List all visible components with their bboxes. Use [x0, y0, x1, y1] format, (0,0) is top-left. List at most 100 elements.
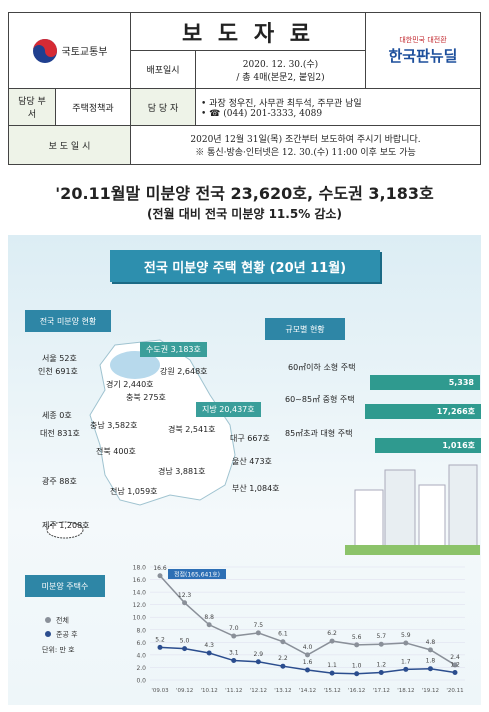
contact-names: • 과장 정우진, 사무관 최두석, 주무관 남일 [201, 98, 362, 109]
data-label: 3.1 [229, 650, 239, 657]
region-label: 인천 691호 [38, 367, 78, 376]
size-label: 60㎡이하 소형 주택 [288, 363, 356, 372]
data-label: 5.0 [180, 638, 190, 645]
x-tick-label: '18.12 [397, 688, 414, 694]
slogan-cell: 대한민국 대전환 한국판뉴딜 [365, 12, 481, 89]
region-label: 지방 20,437호 [196, 402, 261, 417]
embargo-cell: 2020년 12월 31일(목) 조간부터 보도하여 주시기 바랍니다. ※ 통… [130, 125, 481, 165]
data-label: 5.9 [401, 632, 411, 639]
region-label: 충북 275호 [126, 393, 166, 402]
data-label: 16.6 [153, 565, 167, 572]
doc-title: 보 도 자 료 [130, 12, 366, 51]
data-label: 8.8 [204, 614, 214, 621]
unit-label: 단위: 만 호 [42, 645, 75, 654]
size-label: 85㎡초과 대형 주택 [285, 429, 353, 438]
data-point [231, 633, 237, 639]
x-tick-label: '17.12 [373, 688, 390, 694]
data-label: 1.8 [426, 658, 436, 665]
y-tick-label: 16.0 [133, 577, 147, 584]
annotation: 정점(165,641호) [174, 572, 220, 579]
data-point [182, 646, 188, 652]
size-value: 5,338 [370, 375, 480, 390]
region-label: 전남 1,059호 [110, 487, 158, 496]
data-label: 6.2 [327, 630, 337, 637]
data-label: 12.3 [178, 592, 192, 599]
legend-marker [45, 631, 51, 637]
embargo-text: 2020년 12월 31일(목) 조간부터 보도하여 주시기 바랍니다. [190, 135, 421, 145]
data-point [403, 640, 409, 646]
data-point [305, 652, 310, 658]
release-label: 배포일시 [130, 50, 196, 89]
x-tick-label: '14.12 [299, 688, 316, 694]
map-section-label: 전국 미분양 현황 [25, 310, 111, 332]
region-label: 광주 88호 [42, 477, 77, 486]
y-tick-label: 2.0 [136, 665, 146, 672]
region-label: 서울 52호 [42, 354, 77, 363]
legend-marker [45, 617, 51, 623]
annotation-box [168, 569, 226, 579]
x-tick-label: '09.12 [176, 688, 193, 694]
embargo-note: ※ 통신·방송·인터넷은 12. 30.(수) 11:00 이후 보도 가능 [195, 148, 416, 158]
data-point [329, 638, 335, 644]
data-label: 1.0 [352, 663, 362, 670]
region-label: 대전 831호 [40, 429, 80, 438]
size-section-label: 규모별 현황 [265, 318, 345, 340]
logo-cell: 국토교통부 [8, 12, 131, 89]
data-label: 7.5 [254, 622, 264, 629]
data-point [206, 622, 212, 628]
data-point [280, 663, 286, 669]
y-tick-label: 14.0 [133, 590, 147, 597]
slogan-small: 대한민국 대전환 [399, 36, 447, 44]
data-point [305, 667, 310, 673]
x-tick-label: '16.12 [348, 688, 365, 694]
data-label: 4.3 [204, 642, 214, 649]
korea-map [46, 339, 236, 539]
contact-phone: • ☎ (044) 201-3333, 4089 [201, 108, 323, 119]
data-point [280, 639, 286, 645]
x-tick-label: '13.12 [274, 688, 291, 694]
x-tick-label: '19.12 [422, 688, 439, 694]
dept: 주택정책과 [55, 88, 131, 126]
data-point [378, 669, 384, 675]
trend-section-label: 미분양 주택수 [25, 575, 105, 597]
region-label: 충남 3,582호 [90, 421, 138, 430]
data-label: 4.8 [426, 639, 436, 646]
headline: '20.11월말 미분양 전국 23,620호, 수도권 3,183호 [55, 184, 434, 203]
data-label: 1.2 [376, 661, 386, 668]
data-label: 5.7 [376, 633, 386, 640]
data-point [231, 658, 237, 664]
y-tick-label: 8.0 [136, 627, 146, 634]
data-point [403, 666, 409, 672]
legend-label: 전체 [56, 616, 69, 625]
legend-label: 준공 후 [56, 631, 78, 639]
data-point [182, 600, 188, 606]
data-label: 1.2 [450, 661, 460, 668]
data-point [452, 662, 458, 668]
data-point [255, 630, 261, 636]
data-label: 6.1 [278, 631, 288, 638]
pages: / 총 4매(본문2, 붙임2) [236, 72, 325, 83]
data-point [427, 666, 433, 672]
contact-cell: • 과장 정우진, 사무관 최두석, 주무관 남일 • ☎ (044) 201-… [195, 88, 481, 126]
data-label: 1.6 [303, 659, 313, 666]
region-label: 경기 2,440호 [106, 380, 154, 389]
data-label: 1.1 [327, 662, 337, 669]
contact-label: 담 당 자 [130, 88, 196, 126]
x-tick-label: '09.03 [151, 688, 169, 694]
x-tick-label: '20.11 [446, 688, 463, 694]
region-label: 강원 2,648호 [160, 367, 208, 376]
buildings [345, 464, 480, 555]
data-point [427, 647, 433, 653]
logo-icon [32, 38, 57, 63]
data-point [452, 669, 458, 675]
data-point [354, 671, 360, 677]
size-label: 60~85㎡ 중형 주택 [285, 395, 355, 404]
data-point [206, 650, 212, 656]
region-label: 울산 473호 [232, 457, 272, 466]
release-date: 2020. 12. 30.(수) [242, 59, 319, 70]
data-point [157, 573, 163, 579]
y-tick-label: 4.0 [136, 652, 146, 659]
y-tick-label: 6.0 [136, 640, 146, 647]
